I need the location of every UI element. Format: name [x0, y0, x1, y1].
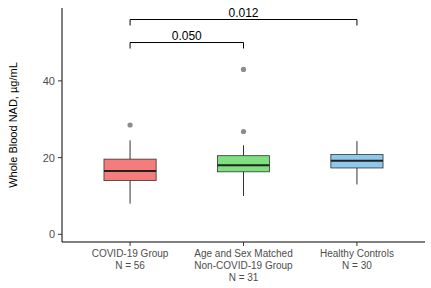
box [104, 159, 156, 180]
box [217, 156, 269, 172]
whisker-lower [356, 168, 357, 184]
y-tick [58, 157, 62, 158]
comparison-bracket [130, 43, 243, 49]
comparison-label: 0.050 [172, 29, 202, 43]
outlier [241, 129, 246, 134]
y-axis-line [62, 8, 63, 242]
x-tick-label-line: N = 56 [115, 260, 145, 271]
median [104, 170, 156, 172]
whisker-lower [243, 172, 244, 196]
y-axis-title: Whole Blood NAD, µg/mL [7, 62, 19, 188]
x-tick [130, 242, 131, 246]
x-tick-label-line: Age and Sex Matched [194, 248, 292, 259]
outlier [127, 122, 132, 127]
y-tick-label: 0 [49, 228, 55, 240]
y-tick-label: 40 [43, 75, 55, 87]
whisker-upper [130, 140, 131, 159]
plot-area [104, 67, 383, 204]
whisker-upper [356, 141, 357, 154]
x-tick-label: COVID-19 GroupN = 56 [92, 248, 169, 271]
comparison-label: 0.012 [228, 6, 258, 20]
whisker-upper [243, 145, 244, 155]
box [331, 155, 383, 168]
x-tick-label: Age and Sex MatchedNon-COVID-19 GroupN =… [194, 248, 293, 283]
outlier [241, 67, 246, 72]
x-tick-label-line: Healthy Controls [320, 248, 394, 259]
median [331, 160, 383, 162]
x-tick-label-line: COVID-19 Group [92, 248, 169, 259]
x-tick [356, 242, 357, 246]
x-tick-label-line: N = 31 [229, 272, 259, 283]
chart: 0 20 40 Whole Blood NAD, µg/mL COVID-19 Grou… [0, 0, 431, 288]
median [217, 164, 269, 166]
whisker-lower [130, 181, 131, 204]
y-tick [58, 80, 62, 81]
x-tick-label-line: Non-COVID-19 Group [194, 260, 293, 271]
y-tick-label: 20 [43, 152, 55, 164]
x-tick-label-line: N = 30 [342, 260, 372, 271]
y-tick [58, 234, 62, 235]
x-tick [243, 242, 244, 246]
comparison-bracket [130, 20, 357, 26]
x-tick-label: Healthy ControlsN = 30 [320, 248, 394, 271]
